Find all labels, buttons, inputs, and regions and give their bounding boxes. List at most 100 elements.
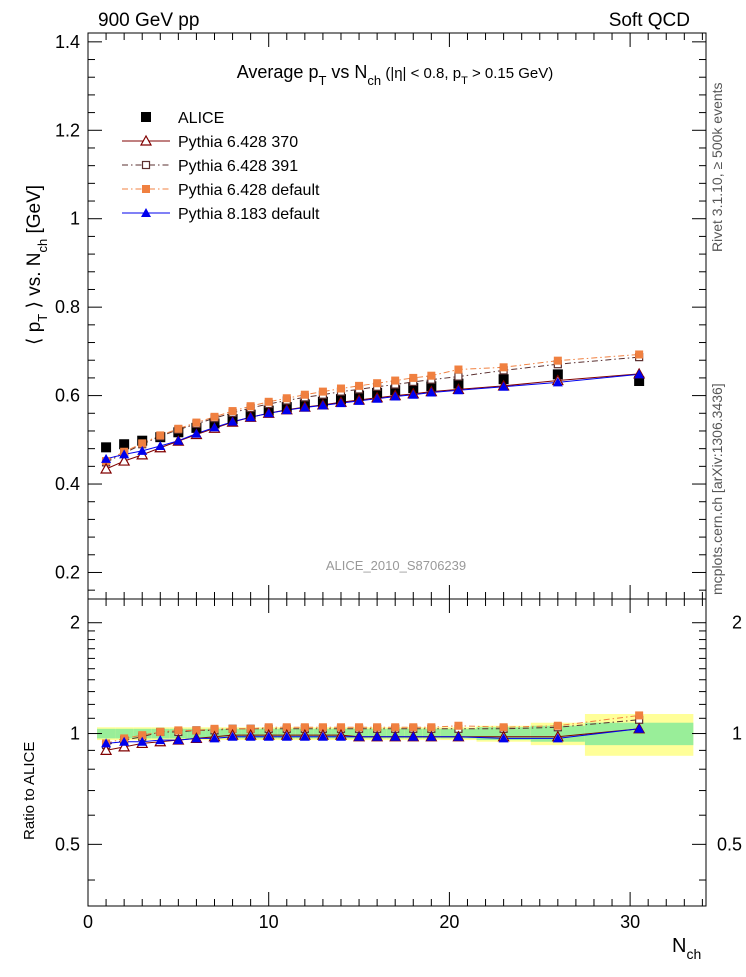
data-point-pdef6 — [210, 412, 219, 421]
data-point-p8 — [317, 400, 328, 410]
data-point-p8 — [498, 381, 509, 391]
ratio-point-p8 — [101, 738, 112, 748]
x-tick-label: 30 — [620, 912, 640, 932]
ratio-point-pdef6 — [336, 723, 345, 732]
legend-label-p8: Pythia 8.183 default — [178, 206, 320, 223]
ratio-point-pdef6 — [553, 721, 562, 730]
axes-layer: 0 10 20 30 0.2 0.4 0.6 0.8 1 1.2 1.4 0.5 0.5 1 1 2 2 — [55, 32, 742, 932]
data-point-pdef6 — [409, 373, 418, 382]
data-point-p8 — [390, 391, 401, 401]
data-point-alice — [498, 374, 509, 385]
ratio-point-p8 — [354, 731, 365, 741]
ratio-point-p8 — [335, 731, 346, 741]
band-stat — [115, 728, 134, 739]
ratio-point-p8 — [299, 731, 310, 741]
legend-marker-p8 — [141, 208, 151, 217]
ratio-point-p8 — [372, 731, 383, 741]
data-point-p8 — [137, 445, 148, 455]
ratio-point-pdef6 — [192, 726, 201, 735]
data-point-pdef6 — [355, 381, 364, 390]
band-stat — [97, 728, 116, 739]
data-point-pdef6 — [300, 390, 309, 399]
data-point-pdef6 — [156, 431, 165, 440]
ratio-point-pdef6 — [427, 723, 436, 732]
ratio-point-pdef6 — [355, 723, 364, 732]
ratio-point-p8 — [498, 733, 509, 743]
data-point-p8 — [453, 385, 464, 395]
side-text-bottom: mcplots.cern.ch [arXiv:1306.3436] — [709, 383, 725, 595]
chart-title: Average pT vs Nch (|η| < 0.8, pT > 0.15 … — [237, 62, 554, 88]
ratio-point-p8 — [245, 731, 256, 741]
data-point-p8 — [245, 412, 256, 422]
legend-marker-p370 — [139, 134, 153, 146]
ratio-y-axis-label: Ratio to ALICE — [21, 742, 38, 840]
y-tick-label: 1.2 — [55, 120, 80, 140]
ratio-line-pdef6 — [105, 714, 640, 744]
ratio-y-tick-label-right: 1 — [732, 724, 742, 744]
data-point-p391 — [454, 372, 463, 381]
y-tick-label: 0.8 — [55, 297, 80, 317]
ratio-point-p8 — [227, 731, 238, 741]
ratio-point-p8 — [173, 735, 184, 745]
ratio-point-p8 — [119, 736, 130, 746]
data-point-p8 — [173, 435, 184, 445]
data-point-p8 — [354, 395, 365, 405]
data-point-alice — [634, 376, 645, 387]
data-point-pdef6 — [336, 384, 345, 393]
ratio-point-pdef6 — [138, 731, 147, 740]
data-point-p8 — [552, 377, 563, 387]
ratio-y-tick-label: 0.5 — [55, 834, 80, 854]
legend-marker-p391 — [141, 160, 151, 170]
ratio-point-pdef6 — [373, 723, 382, 732]
ratio-point-p8 — [408, 731, 419, 741]
data-point-alice — [119, 439, 130, 450]
ratio-line-p391 — [105, 719, 640, 746]
legend-label-alice: ALICE — [178, 110, 224, 127]
legend-marker-pdef6 — [142, 185, 150, 193]
data-point-pdef6 — [264, 397, 273, 406]
ratio-point-pdef6 — [300, 723, 309, 732]
ratio-point-p8 — [634, 723, 645, 733]
side-text-top: Rivet 3.1.10, ≥ 500k events — [709, 82, 725, 252]
data-point-pdef6 — [454, 365, 463, 374]
data-point-p8 — [263, 408, 274, 418]
data-point-pdef6 — [373, 379, 382, 388]
data-point-pdef6 — [138, 439, 147, 448]
ratio-point-p8 — [263, 731, 274, 741]
legend-label-p370: Pythia 6.428 370 — [178, 134, 298, 151]
data-point-p8 — [281, 405, 292, 415]
ratio-y-tick-label: 1 — [70, 724, 80, 744]
data-point-pdef6 — [427, 371, 436, 380]
band-stat — [584, 722, 694, 746]
data-point-p370 — [100, 462, 113, 474]
data-point-p8 — [299, 402, 310, 412]
data-point-p8 — [191, 428, 202, 438]
data-point-pdef6 — [282, 394, 291, 403]
data-point-pdef6 — [553, 356, 562, 365]
y-tick-label: 0.6 — [55, 386, 80, 406]
y-tick-label: 1 — [70, 209, 80, 229]
data-point-pdef6 — [391, 376, 400, 385]
legend-marker-alice — [141, 112, 151, 122]
ratio-point-p8 — [191, 733, 202, 743]
y-tick-label: 0.4 — [55, 474, 80, 494]
y-tick-label: 0.2 — [55, 562, 80, 582]
data-point-p8 — [408, 389, 419, 399]
ratio-point-pdef6 — [454, 721, 463, 730]
ratio-point-pdef6 — [246, 724, 255, 733]
data-point-p8 — [209, 422, 220, 432]
x-tick-label: 0 — [83, 912, 93, 932]
data-point-pdef6 — [499, 363, 508, 372]
ratio-y-tick-label-right: 0.5 — [717, 834, 742, 854]
data-point-alice — [101, 442, 112, 453]
x-axis-label: Nch — [672, 935, 701, 962]
series-line-p391 — [105, 356, 640, 463]
legend: ALICE Pythia 6.428 370 Pythia 6.428 391 Pyt… — [122, 110, 320, 223]
x-tick-label: 20 — [439, 912, 459, 932]
data-point-p8 — [634, 369, 645, 379]
analysis-watermark: ALICE_2010_S8706239 — [326, 558, 466, 573]
ratio-point-p8 — [317, 731, 328, 741]
ratio-point-pdef6 — [282, 723, 291, 732]
data-point-p8 — [119, 449, 130, 459]
